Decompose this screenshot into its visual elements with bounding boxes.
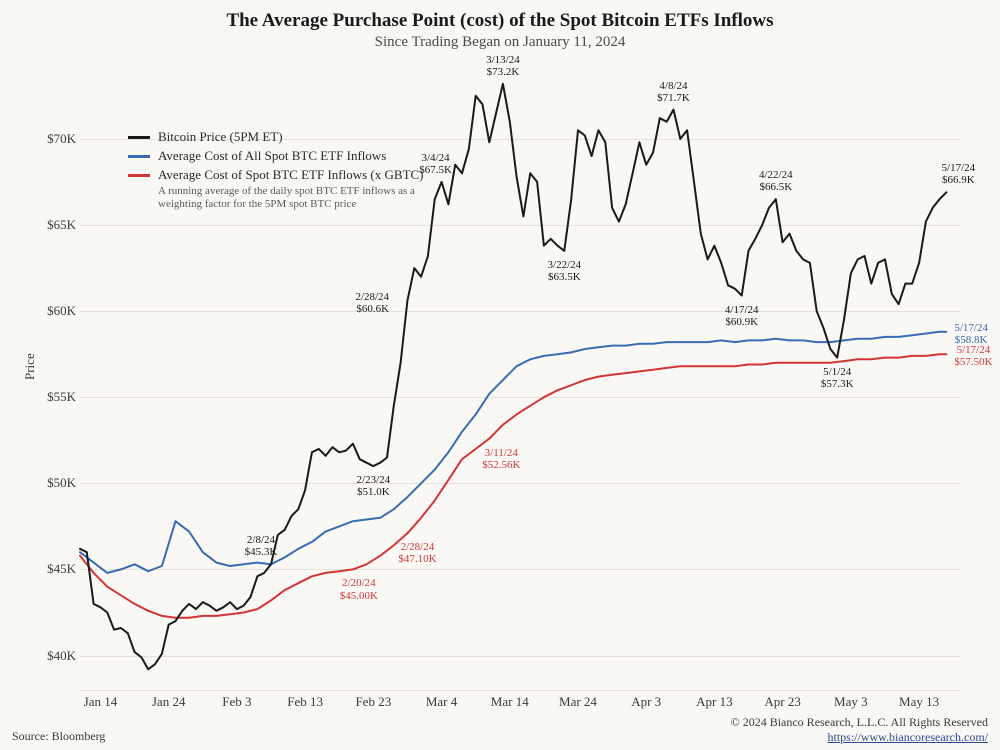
- legend-row-s2: Average Cost of All Spot BTC ETF Inflows: [128, 147, 424, 166]
- annotation: 5/17/24$57.50K: [954, 344, 992, 368]
- y-tick-label: $45K: [28, 561, 76, 577]
- x-tick-label: Mar 14: [491, 694, 529, 710]
- y-tick-label: $50K: [28, 475, 76, 491]
- x-tick-label: Apr 23: [764, 694, 800, 710]
- chart-title: The Average Purchase Point (cost) of the…: [0, 0, 1000, 32]
- legend-swatch-s2: [128, 155, 150, 158]
- y-tick-label: $40K: [28, 648, 76, 664]
- x-tick-label: May 13: [899, 694, 939, 710]
- x-tick-label: Jan 14: [84, 694, 118, 710]
- copyright-link[interactable]: https://www.biancoresearch.com/: [827, 730, 988, 744]
- y-tick-label: $65K: [28, 217, 76, 233]
- y-tick-label: $70K: [28, 131, 76, 147]
- legend-label-s3: Average Cost of Spot BTC ETF Inflows (x …: [158, 166, 424, 185]
- x-tick-label: Jan 24: [152, 694, 186, 710]
- x-tick-label: Feb 3: [222, 694, 251, 710]
- copyright-line: © 2024 Bianco Research, L.L.C. All Right…: [731, 715, 988, 729]
- y-axis-label: Price: [22, 353, 38, 380]
- x-tick-label: Apr 13: [696, 694, 732, 710]
- legend-swatch-s1: [128, 136, 150, 139]
- legend-row-s3: Average Cost of Spot BTC ETF Inflows (x …: [128, 166, 424, 185]
- x-tick-label: Mar 24: [559, 694, 597, 710]
- series-s2: [80, 332, 946, 573]
- legend-row-s1: Bitcoin Price (5PM ET): [128, 128, 424, 147]
- x-tick-label: Apr 3: [631, 694, 661, 710]
- x-tick-label: Feb 23: [355, 694, 391, 710]
- copyright: © 2024 Bianco Research, L.L.C. All Right…: [731, 715, 988, 744]
- x-tick-label: Mar 4: [426, 694, 457, 710]
- legend-swatch-s3: [128, 174, 150, 177]
- legend: Bitcoin Price (5PM ET) Average Cost of A…: [128, 128, 424, 212]
- legend-label-s2: Average Cost of All Spot BTC ETF Inflows: [158, 147, 386, 166]
- legend-label-s1: Bitcoin Price (5PM ET): [158, 128, 283, 147]
- y-tick-label: $60K: [28, 303, 76, 319]
- x-tick-label: May 3: [834, 694, 868, 710]
- chart-root: The Average Purchase Point (cost) of the…: [0, 0, 1000, 750]
- legend-note: A running average of the daily spot BTC …: [158, 185, 418, 213]
- x-tick-label: Feb 13: [287, 694, 323, 710]
- chart-subtitle: Since Trading Began on January 11, 2024: [0, 34, 1000, 51]
- source-label: Source: Bloomberg: [12, 729, 105, 744]
- y-tick-label: $55K: [28, 389, 76, 405]
- series-s3: [80, 354, 946, 618]
